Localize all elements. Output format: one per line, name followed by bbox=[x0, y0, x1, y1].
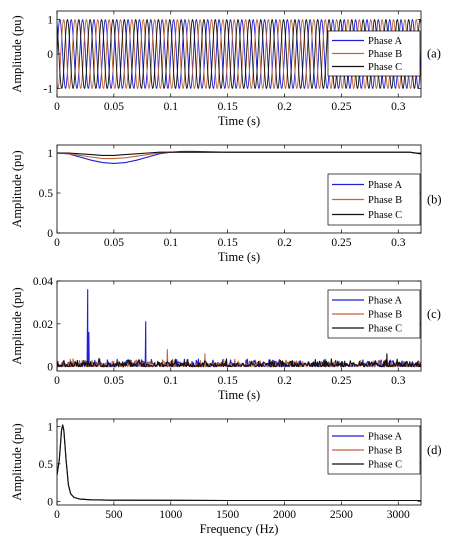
y-tick-label: 0 bbox=[47, 496, 53, 508]
y-axis-label: Amplitude (pu) bbox=[10, 287, 24, 364]
x-tick-label: 0.25 bbox=[331, 237, 351, 249]
series-line-phase-c bbox=[57, 424, 421, 502]
x-tick-label: 2500 bbox=[330, 509, 353, 521]
legend-entry: Phase A bbox=[368, 180, 403, 191]
plot-area bbox=[57, 150, 421, 164]
x-tick-label: 0 bbox=[54, 237, 60, 249]
panel-label: (a) bbox=[427, 47, 441, 61]
legend: Phase A Phase B Phase C bbox=[327, 289, 421, 339]
panel-d: 0 500 1000 1500 2000 2500 3000 0 0.5 1 Frequency (… bbox=[10, 418, 442, 536]
x-axis-label: Time (s) bbox=[218, 388, 260, 402]
legend-entry: Phase B bbox=[368, 446, 402, 457]
axes-frame bbox=[56, 144, 422, 234]
x-tick-label: 0.3 bbox=[391, 237, 406, 249]
x-tick-label: 0 bbox=[54, 509, 60, 521]
legend-entry: Phase A bbox=[368, 432, 403, 443]
legend-entry: Phase A bbox=[368, 36, 403, 47]
x-tick-label: 0.25 bbox=[331, 101, 351, 113]
x-tick-label: 0.05 bbox=[104, 101, 124, 113]
x-tick-label: 0.25 bbox=[331, 375, 351, 387]
x-tick-label: 500 bbox=[105, 509, 123, 521]
series-line-phase-c bbox=[57, 353, 421, 368]
x-tick-label: 2000 bbox=[273, 509, 296, 521]
y-tick-label: 0 bbox=[47, 49, 53, 61]
x-tick-label: 0 bbox=[54, 101, 60, 113]
y-axis-label: Amplitude (pu) bbox=[10, 15, 24, 92]
panel-b: 0 0.05 0.1 0.15 0.2 0.25 0.3 0 0.5 1 Time (s) Ampli… bbox=[10, 144, 442, 264]
x-tick-label: 1500 bbox=[216, 509, 239, 521]
legend-entry: Phase C bbox=[368, 62, 402, 73]
x-axis-label: Time (s) bbox=[218, 250, 260, 264]
series-line-phase-c bbox=[57, 151, 421, 156]
x-tick-label: 0.15 bbox=[218, 237, 238, 249]
x-tick-label: 3000 bbox=[387, 509, 410, 521]
panel-label: (b) bbox=[427, 193, 442, 207]
axes-frame bbox=[56, 418, 422, 506]
y-tick-label: 0.04 bbox=[33, 276, 53, 288]
y-tick-label: 0.5 bbox=[39, 188, 54, 200]
legend-entry: Phase C bbox=[368, 324, 402, 335]
y-tick-label: -1 bbox=[43, 83, 53, 95]
x-tick-label: 0.2 bbox=[277, 375, 292, 387]
y-axis-label: Amplitude (pu) bbox=[10, 150, 24, 227]
x-axis-label: Frequency (Hz) bbox=[200, 522, 279, 536]
legend-entry: Phase C bbox=[368, 460, 402, 471]
legend-entry: Phase B bbox=[368, 310, 402, 321]
x-tick-label: 0.1 bbox=[164, 375, 179, 387]
series-line-phase-a bbox=[57, 19, 421, 89]
y-tick-label: 0 bbox=[47, 362, 53, 374]
x-tick-label: 0.1 bbox=[164, 101, 179, 113]
legend: Phase A Phase B Phase C bbox=[327, 30, 421, 77]
legend: Phase A Phase B Phase C bbox=[327, 173, 421, 226]
y-axis-label: Amplitude (pu) bbox=[10, 423, 24, 500]
x-tick-label: 0 bbox=[54, 375, 60, 387]
y-tick-label: 1 bbox=[47, 421, 53, 433]
x-tick-label: 0.3 bbox=[391, 101, 406, 113]
y-tick-label: 0 bbox=[47, 228, 53, 240]
y-tick-label: 1 bbox=[47, 148, 53, 160]
x-tick-label: 0.3 bbox=[391, 375, 406, 387]
panel-label: (d) bbox=[427, 443, 442, 457]
y-tick-label: 0.5 bbox=[39, 459, 54, 471]
x-tick-label: 0.05 bbox=[104, 237, 124, 249]
panel-c: 0 0.05 0.1 0.15 0.2 0.25 0.3 0 0.02 0.04 Time (s) A… bbox=[10, 276, 441, 402]
x-tick-label: 0.1 bbox=[164, 237, 179, 249]
x-tick-label: 1000 bbox=[159, 509, 182, 521]
plot-area bbox=[57, 424, 421, 502]
series-line-phase-b bbox=[57, 19, 421, 89]
axes-frame bbox=[56, 280, 422, 372]
y-tick-label: 1 bbox=[47, 15, 53, 27]
x-tick-label: 0.2 bbox=[277, 237, 292, 249]
legend: Phase A Phase B Phase C bbox=[327, 425, 421, 475]
x-axis-label: Time (s) bbox=[218, 114, 260, 128]
x-tick-label: 0.05 bbox=[104, 375, 124, 387]
plot-area bbox=[57, 289, 421, 368]
legend-entry: Phase A bbox=[368, 296, 403, 307]
legend-entry: Phase C bbox=[368, 210, 402, 221]
legend-entry: Phase B bbox=[368, 195, 402, 206]
x-tick-label: 0.15 bbox=[218, 101, 238, 113]
y-tick-label: 0.02 bbox=[33, 319, 53, 331]
panel-label: (c) bbox=[427, 307, 441, 321]
x-tick-label: 0.15 bbox=[218, 375, 238, 387]
legend-entry: Phase B bbox=[368, 49, 402, 60]
x-tick-label: 0.2 bbox=[277, 101, 292, 113]
